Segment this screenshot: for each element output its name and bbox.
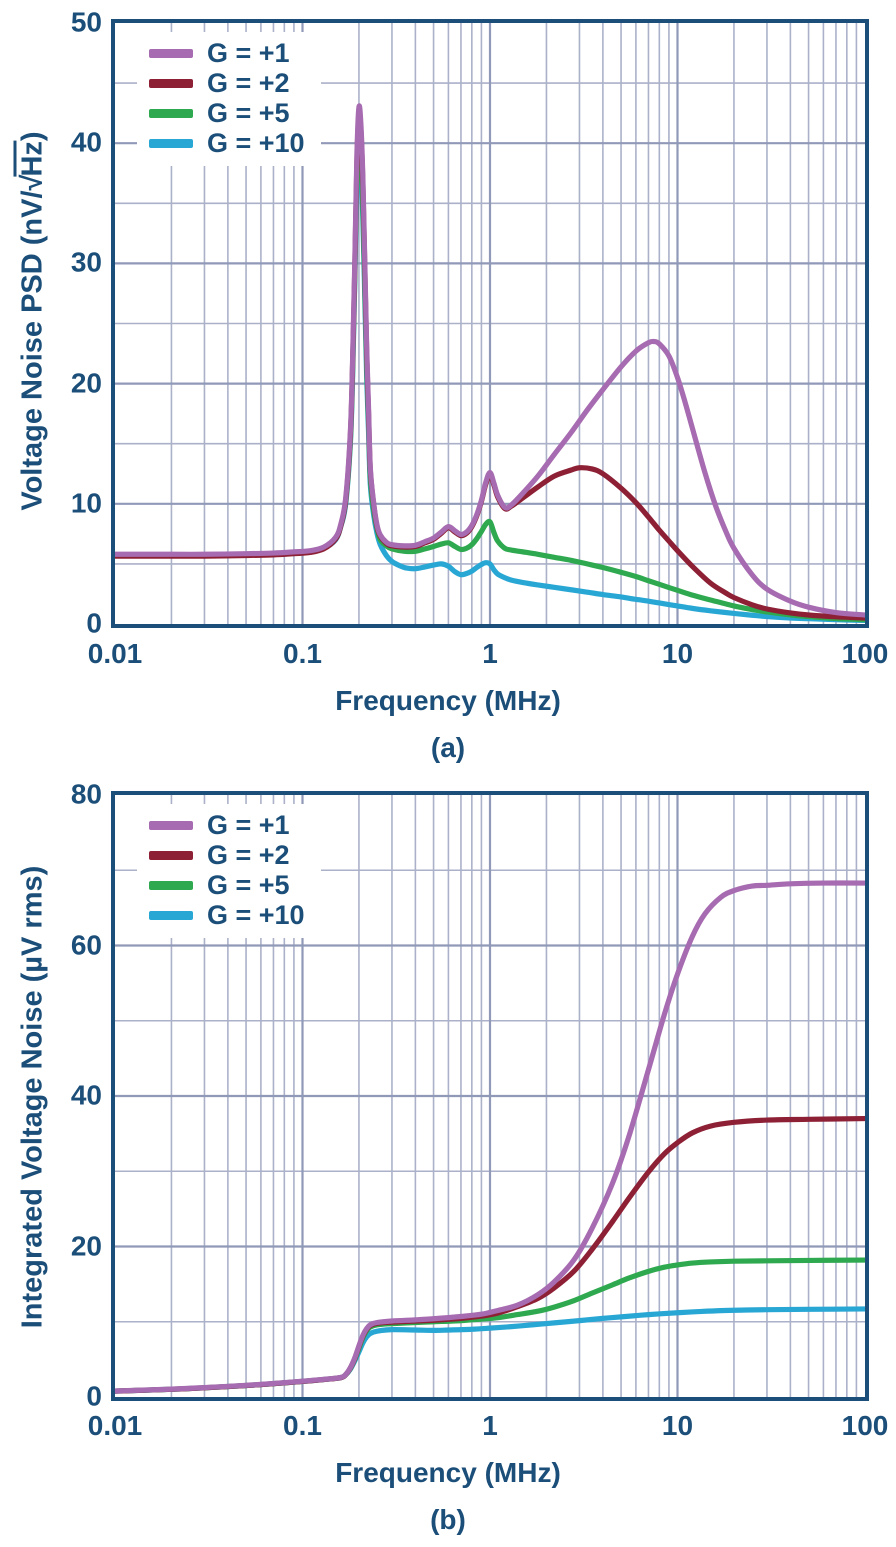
- legend-swatch: [149, 48, 193, 58]
- legend-label: G = +5: [207, 869, 290, 900]
- chart-a-x-axis-title: Frequency (MHz): [335, 685, 561, 716]
- chart-a-y-tick-labels: 0 10 20 30 40 50: [12, 8, 102, 637]
- chart-b-x-tick-labels: 0.01 0.1 1 10 100: [88, 1410, 889, 1446]
- legend-label: G = +2: [207, 67, 290, 98]
- series-curve-ggggg1: [115, 103, 865, 618]
- series-curve-ggggg1: [115, 880, 865, 1394]
- y-axis-tick-label: 0: [86, 1380, 102, 1412]
- x-axis-tick-label: 0.1: [283, 638, 322, 669]
- legend-item: G = +10: [149, 128, 305, 158]
- legend-label: G = +2: [207, 839, 290, 870]
- legend-item: G = +5: [149, 98, 305, 128]
- legend-item: G = +10: [149, 900, 305, 930]
- chart-b-x-axis-title: Frequency (MHz): [335, 1457, 561, 1488]
- x-axis-tick-label: 0.01: [87, 1410, 143, 1441]
- legend-item: G = +1: [149, 38, 305, 68]
- y-axis-tick-label: 0: [86, 607, 102, 639]
- legend-label: G = +1: [207, 37, 290, 68]
- x-axis-tick-label: 100: [841, 638, 889, 669]
- x-axis-tick-label: 10: [661, 1410, 694, 1441]
- legend-swatch: [149, 880, 193, 890]
- legend-swatch: [149, 850, 193, 860]
- legend-swatch: [149, 820, 193, 830]
- y-axis-tick-label: 40: [70, 1079, 102, 1111]
- y-axis-tick-label: 20: [70, 1229, 102, 1261]
- x-axis-tick-label: 100: [841, 1410, 889, 1441]
- y-axis-tick-label: 10: [70, 487, 102, 519]
- y-axis-tick-label: 30: [70, 246, 102, 278]
- y-axis-tick-label: 20: [70, 367, 102, 399]
- chart-a-legend: G = +1 G = +2 G = +5 G = +10: [137, 32, 321, 166]
- chart-b-plot-area: G = +1 G = +2 G = +5 G = +10: [111, 791, 869, 1401]
- x-axis-tick-label: 0.1: [283, 1410, 322, 1441]
- legend-swatch: [149, 138, 193, 148]
- legend-item: G = +1: [149, 810, 305, 840]
- legend-swatch: [149, 910, 193, 920]
- legend-label: G = +5: [207, 97, 290, 128]
- y-axis-tick-label: 80: [70, 778, 102, 810]
- legend-item: G = +2: [149, 68, 305, 98]
- chart-b-caption: (b): [430, 1504, 466, 1535]
- legend-item: G = +2: [149, 840, 305, 870]
- y-axis-tick-label: 50: [70, 6, 102, 38]
- legend-item: G = +5: [149, 870, 305, 900]
- chart-a-x-tick-labels: 0.01 0.1 1 10 100: [88, 638, 889, 674]
- chart-b-y-tick-labels: 0 20 40 60 80: [12, 780, 102, 1410]
- x-axis-tick-label: 1: [482, 1410, 498, 1441]
- x-axis-tick-label: 0.01: [87, 638, 143, 669]
- chart-b-legend: G = +1 G = +2 G = +5 G = +10: [137, 804, 321, 938]
- legend-swatch: [149, 108, 193, 118]
- x-axis-tick-label: 10: [661, 638, 694, 669]
- legend-label: G = +1: [207, 809, 290, 840]
- y-axis-tick-label: 40: [70, 126, 102, 158]
- legend-label: G = +10: [207, 899, 305, 930]
- chart-a-caption: (a): [430, 732, 466, 763]
- x-axis-tick-label: 1: [482, 638, 498, 669]
- legend-label: G = +10: [207, 127, 305, 158]
- y-axis-tick-label: 60: [70, 928, 102, 960]
- legend-swatch: [149, 78, 193, 88]
- chart-a-plot-area: G = +1 G = +2 G = +5 G = +10: [111, 19, 869, 628]
